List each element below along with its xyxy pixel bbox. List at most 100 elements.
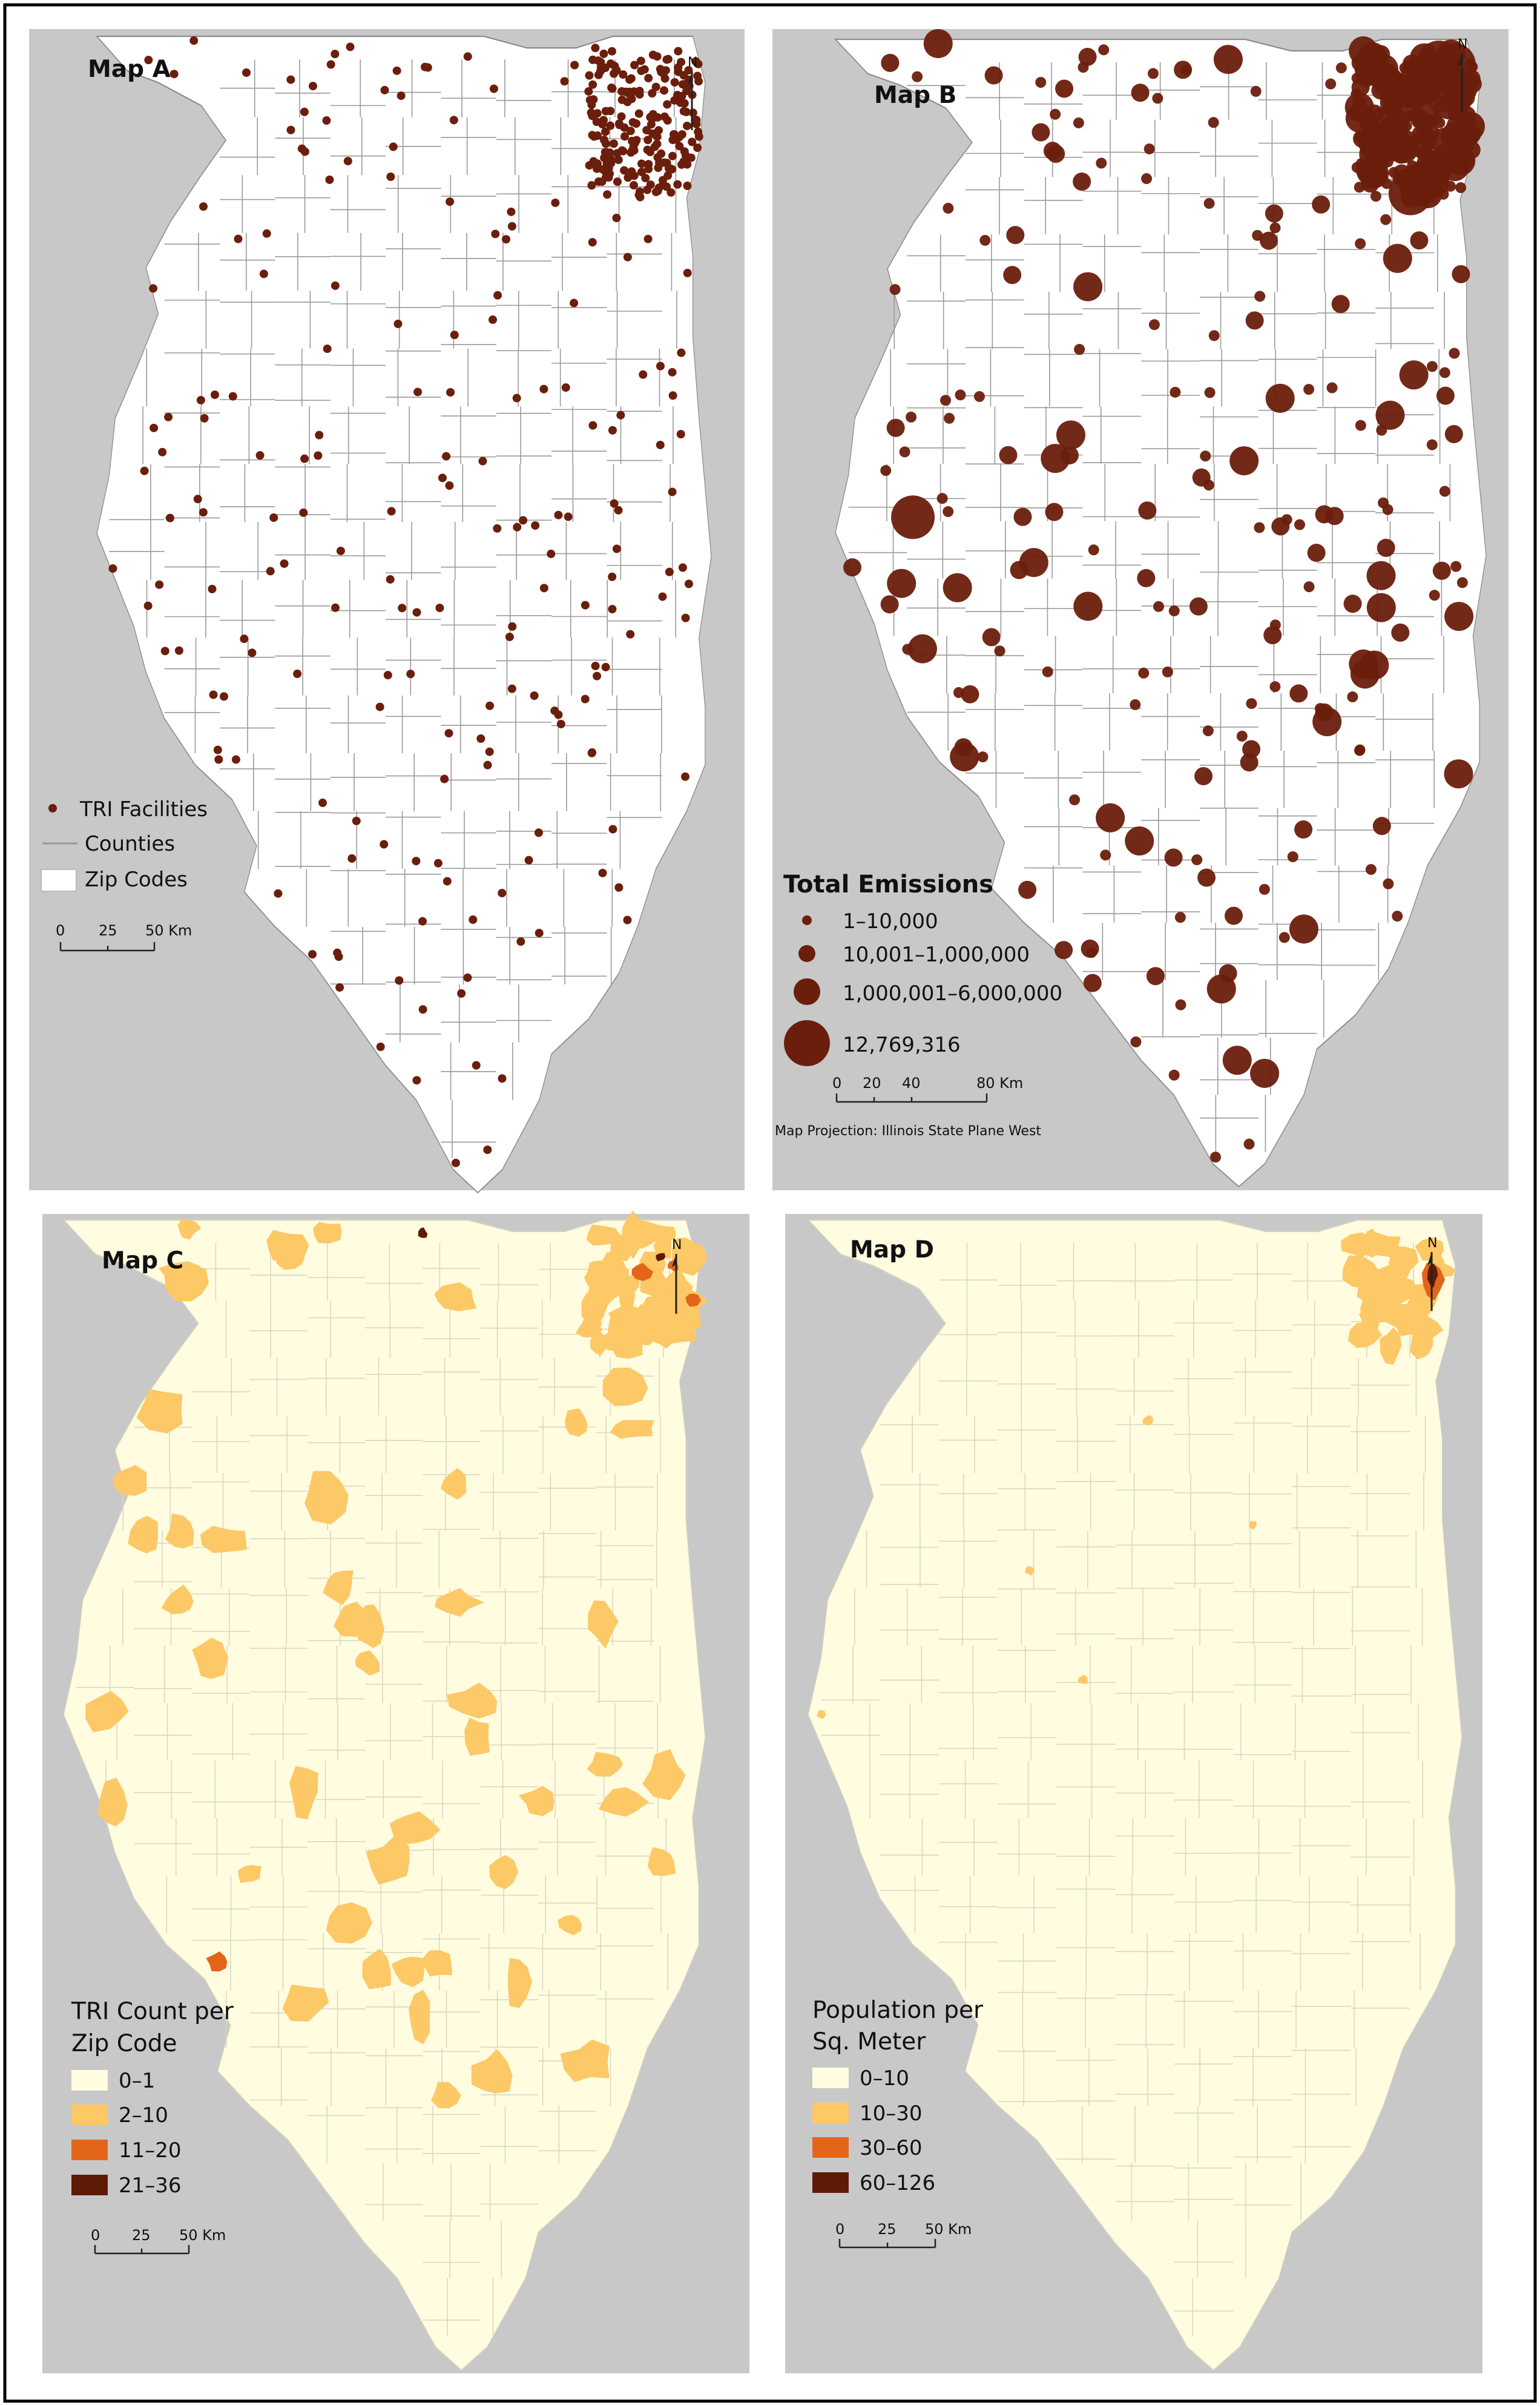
facility-point-353 — [293, 669, 302, 678]
emission-circle-272 — [1289, 684, 1308, 703]
facility-point-120 — [644, 165, 653, 174]
emission-circle-365 — [939, 395, 951, 406]
emission-circle-348 — [907, 634, 937, 664]
facility-point-238 — [502, 235, 511, 244]
facility-point-315 — [498, 889, 507, 898]
facility-point-344 — [343, 157, 352, 166]
emission-circle-383 — [1410, 231, 1429, 250]
facility-point-236 — [581, 601, 590, 610]
facility-point-389 — [435, 604, 444, 613]
facility-point-354 — [451, 1158, 460, 1167]
facility-point-391 — [438, 473, 447, 483]
emission-circle-397 — [1078, 62, 1089, 73]
facility-point-223 — [560, 77, 569, 86]
map-d-legend-class-2: 10–30 — [860, 2101, 923, 2126]
facility-point-334 — [547, 549, 556, 558]
facility-point-61 — [620, 166, 629, 175]
map-c-zip-choropleth — [85, 1210, 708, 2109]
facility-point-139 — [625, 87, 634, 96]
facility-point-385 — [418, 1005, 427, 1014]
map-b-legend-class-4: 12,769,316 — [843, 1033, 961, 1057]
facility-point-280 — [352, 816, 361, 825]
emission-circle-223 — [1325, 78, 1337, 90]
facility-point-257 — [694, 132, 703, 141]
facility-point-271 — [262, 229, 271, 238]
map-d-legend-title-line1: Population per — [812, 1997, 984, 2024]
emission-circle-393 — [1197, 868, 1216, 887]
facility-point-285 — [626, 630, 635, 639]
emission-circle-316 — [936, 493, 948, 504]
facility-point-337 — [336, 546, 345, 555]
facility-point-288 — [685, 579, 694, 588]
facility-point-150 — [679, 107, 688, 116]
density-area-3 — [1380, 1327, 1402, 1365]
emission-circle-257 — [1467, 133, 1479, 145]
facility-point-52 — [637, 159, 646, 168]
emission-circle-396 — [1365, 864, 1377, 875]
zip-area-14 — [588, 1600, 619, 1649]
facility-point-375 — [472, 1061, 481, 1070]
emission-circle-331 — [906, 411, 917, 423]
emission-circle-228 — [944, 412, 955, 424]
emission-circle-340 — [1254, 291, 1266, 302]
facility-point-240 — [588, 238, 597, 247]
emission-circle-256 — [1146, 967, 1165, 986]
facility-point-294 — [561, 383, 570, 392]
map-b-legend-symbol-3 — [794, 978, 820, 1005]
facility-point-91 — [636, 56, 645, 65]
facility-point-381 — [155, 580, 164, 589]
emission-circle-222 — [1074, 344, 1085, 355]
zip-area-top-1 — [656, 1253, 666, 1262]
zip-area-53 — [323, 1570, 354, 1606]
map-d-legend-swatch-4 — [812, 2172, 849, 2193]
emission-circle-349 — [1314, 703, 1326, 714]
facility-point-332 — [656, 440, 665, 449]
zip-area-46 — [440, 1468, 466, 1500]
facility-point-224 — [140, 466, 149, 475]
zip-area-0 — [518, 1785, 554, 1816]
emission-circle-280 — [1096, 803, 1125, 832]
map-c-north-label: N — [672, 1238, 682, 1253]
emission-circle-364 — [1152, 93, 1163, 104]
emission-circle-399 — [1045, 503, 1064, 521]
emission-circle-208 — [1269, 681, 1281, 693]
facility-point-117 — [606, 107, 615, 116]
map-a-title: Map A — [88, 56, 171, 83]
map-b-projection-note: Map Projection: Illinois State Plane Wes… — [775, 1124, 1041, 1139]
facility-point-208 — [507, 684, 516, 693]
facility-point-380 — [469, 915, 478, 924]
map-a-legend-zip-codes: Zip Codes — [85, 868, 188, 892]
zip-area-86 — [677, 1239, 708, 1276]
emission-circle-180 — [1455, 182, 1467, 193]
svg-text:0: 0 — [832, 1075, 841, 1092]
emission-circle-292 — [1245, 311, 1264, 330]
emission-circle-345 — [1382, 504, 1394, 515]
facility-point-171 — [593, 109, 602, 118]
facility-point-254 — [591, 661, 600, 670]
facility-point-397 — [326, 60, 335, 69]
zip-area-36 — [464, 1718, 490, 1756]
facility-point-393 — [443, 877, 452, 886]
facility-point-213 — [612, 544, 621, 553]
zip-area-12 — [508, 1958, 533, 2008]
facility-point-235 — [524, 855, 533, 865]
facility-point-374 — [493, 524, 502, 533]
facility-point-133 — [651, 82, 660, 91]
facility-point-9 — [668, 151, 677, 160]
facility-point-367 — [623, 252, 632, 262]
emission-circle-246 — [1073, 592, 1103, 621]
emission-circle-355 — [1426, 361, 1438, 372]
facility-point-94 — [588, 80, 597, 89]
facility-point-313 — [581, 694, 590, 704]
emission-circle-312 — [1449, 348, 1460, 359]
facility-point-121 — [615, 120, 624, 130]
emission-circle-352 — [1208, 117, 1219, 128]
emission-circle-273 — [1383, 878, 1394, 889]
facility-point-338 — [498, 1074, 507, 1083]
facility-point-327 — [463, 52, 472, 61]
facility-point-317 — [601, 662, 610, 671]
emission-circle-374 — [1254, 522, 1265, 533]
emission-circle-303 — [1055, 79, 1074, 98]
emission-circle-315 — [1259, 883, 1270, 895]
density-area-small-5 — [817, 1710, 826, 1719]
